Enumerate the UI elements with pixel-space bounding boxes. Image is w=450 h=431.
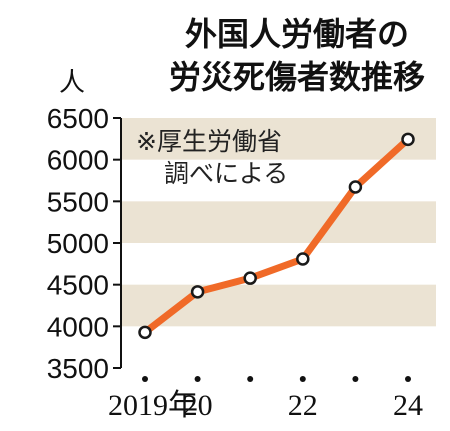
background-band [121, 284, 436, 327]
data-point [138, 325, 152, 340]
x-tick-dot [194, 376, 201, 382]
y-tick-label: 5000 [47, 228, 109, 259]
background-band [121, 201, 436, 243]
y-tick-label: 4000 [47, 311, 109, 342]
y-axis-unit-label: 人 [59, 68, 85, 98]
x-tick-label: 22 [288, 389, 318, 422]
x-tick-label: 20 [183, 389, 213, 422]
y-tick-label: 6500 [47, 103, 109, 134]
chart-title-line2: 労災死傷者数推移 [169, 58, 425, 96]
data-point [401, 132, 415, 147]
data-point [296, 252, 310, 266]
data-point [190, 285, 205, 299]
x-tick-dot [299, 376, 306, 382]
data-point [348, 180, 363, 194]
series-markers [138, 132, 415, 340]
chart-title-line1: 外国人労働者の [185, 15, 409, 53]
y-tick-label: 4500 [47, 270, 109, 301]
x-tick-dot [247, 376, 254, 382]
x-tick-label: 24 [393, 389, 423, 422]
y-axis-ticks: 6500 6000 5500 5000 4500 4000 3500 [47, 103, 122, 384]
x-tick-dot [142, 376, 148, 382]
y-tick-label: 6000 [47, 145, 109, 176]
source-note-line1: ※厚生労働省 [136, 127, 282, 156]
background-bands [121, 118, 436, 327]
series-line [141, 135, 412, 336]
x-tick-dot [405, 376, 411, 382]
background-band [121, 118, 436, 160]
y-tick-label: 5500 [47, 186, 109, 217]
x-tick-label: 2019年 [108, 389, 198, 422]
source-note-line2: 調べによる [164, 159, 288, 188]
x-tick-dot [352, 376, 359, 382]
y-tick-label: 3500 [47, 353, 109, 384]
data-point [243, 271, 257, 285]
